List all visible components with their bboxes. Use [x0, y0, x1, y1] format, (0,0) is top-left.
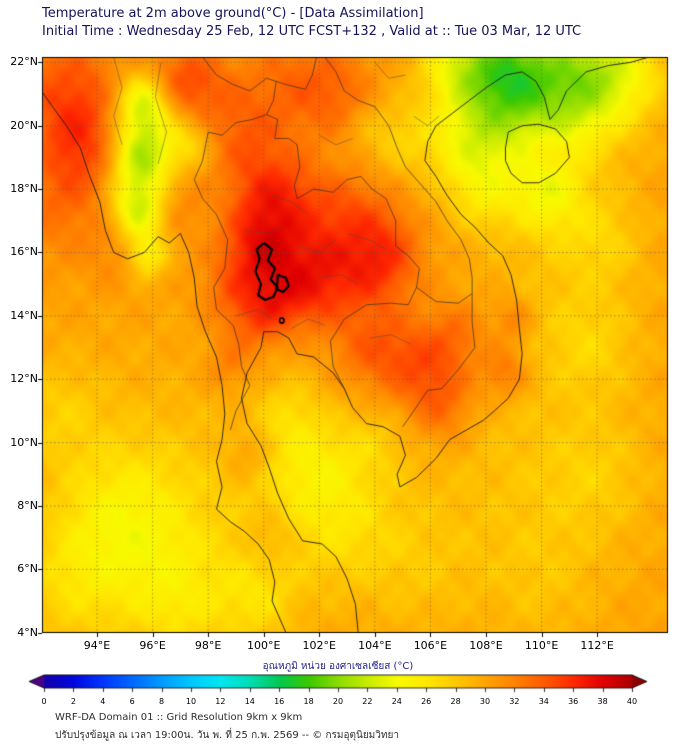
y-axis-tick-label: 6°N [17, 562, 38, 576]
colorbar-tick-label: 12 [215, 697, 226, 706]
x-axis-tick-label: 100°E [246, 639, 281, 652]
colorbar-tick-label: 28 [450, 697, 461, 706]
x-axis-tick-label: 98°E [194, 639, 222, 652]
page-subtitle: Initial Time : Wednesday 25 Feb, 12 UTC … [42, 24, 582, 39]
x-axis-tick-label: 104°E [358, 639, 392, 652]
y-axis-tick-label: 12°N [10, 372, 38, 386]
x-axis-tick-label: 96°E [139, 639, 166, 652]
colorbar-tick-label: 18 [303, 697, 314, 706]
colorbar-tick-label: 4 [100, 697, 106, 706]
colorbar-tick-label: 14 [244, 697, 255, 706]
y-axis-tick-label: 20°N [10, 118, 38, 132]
footer-domain-info: WRF-DA Domain 01 :: Grid Resolution 9km … [55, 712, 303, 723]
y-axis-tick-label: 14°N [10, 308, 38, 322]
x-axis-tick-label: 112°E [580, 639, 614, 652]
colorbar-tick-label: 30 [479, 697, 491, 706]
colorbar-tick-label: 24 [391, 697, 402, 706]
colorbar-tick-label: 34 [538, 697, 549, 706]
x-axis-tick-label: 106°E [413, 639, 448, 652]
colorbar-tick-label: 38 [597, 697, 608, 706]
colorbar-tick-label: 6 [129, 697, 135, 706]
temperature-map-canvas [36, 51, 674, 639]
colorbar-tick-label: 8 [159, 697, 165, 706]
x-axis-tick-label: 110°E [524, 639, 559, 652]
colorbar-tick-label: 22 [362, 697, 373, 706]
page-title: Temperature at 2m above ground(°C) - [Da… [42, 6, 424, 21]
x-axis-tick-label: 102°E [302, 639, 336, 652]
colorbar-tick-label: 32 [509, 697, 520, 706]
colorbar [28, 674, 648, 694]
x-axis-tick-label: 108°E [469, 639, 503, 652]
colorbar-tick-label: 2 [70, 697, 76, 706]
colorbar-tick-label: 20 [332, 697, 344, 706]
colorbar-tick-label: 26 [421, 697, 432, 706]
colorbar-tick-label: 40 [626, 697, 638, 706]
y-axis-tick-label: 4°N [17, 625, 38, 639]
colorbar-tick-label: 0 [41, 697, 47, 706]
y-axis-tick-label: 8°N [17, 498, 38, 512]
y-axis-tick-label: 18°N [10, 182, 38, 196]
x-axis-tick-label: 94°E [83, 639, 111, 652]
colorbar-tick-label: 10 [185, 697, 197, 706]
colorbar-label: อุณหภูมิ หน่วย องศาเซลเซียส (°C) [262, 661, 414, 672]
colorbar-tick-label: 36 [568, 697, 579, 706]
footer-update-info: ปรับปรุงข้อมูล ณ เวลา 19:00น. วัน พ. ที่… [55, 730, 399, 741]
y-axis-tick-label: 16°N [10, 245, 38, 259]
colorbar-tick-label: 16 [274, 697, 285, 706]
y-axis-tick-label: 22°N [10, 55, 38, 69]
y-axis-tick-label: 10°N [10, 435, 38, 449]
